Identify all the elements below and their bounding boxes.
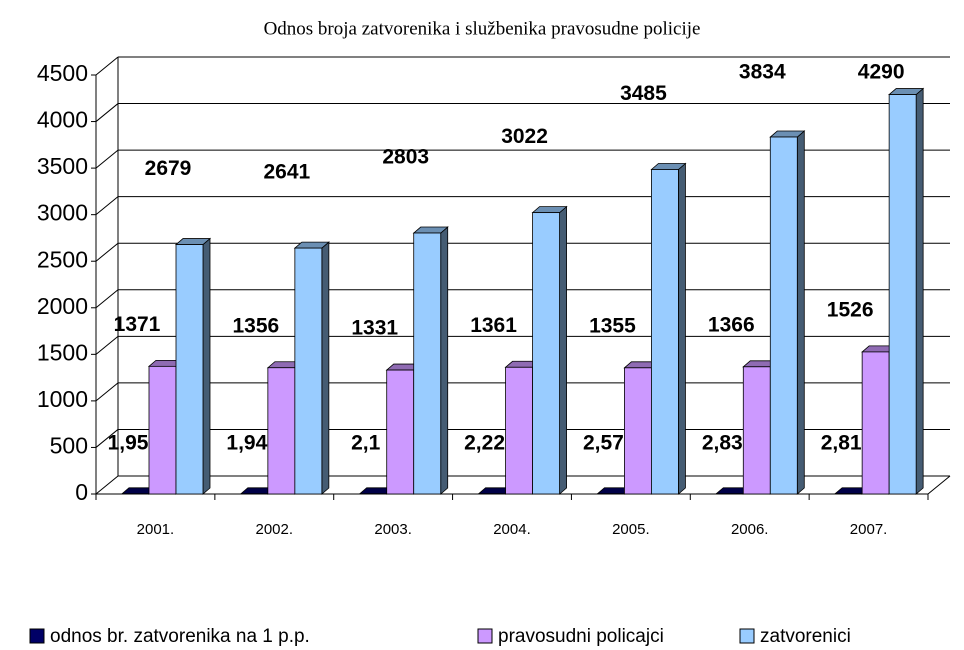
value-label: 2,83 xyxy=(702,432,743,455)
value-label: 3022 xyxy=(501,125,548,148)
grid-diag xyxy=(95,196,119,216)
value-label: 2,1 xyxy=(351,432,381,455)
floor-right xyxy=(927,475,951,495)
value-label: 1,94 xyxy=(226,432,267,455)
bar xyxy=(175,244,204,495)
bar xyxy=(769,136,798,495)
value-label: 3834 xyxy=(739,61,786,84)
bar xyxy=(532,212,560,495)
legend-swatch xyxy=(477,628,493,644)
bar xyxy=(148,365,177,495)
y-tick-label: 1500 xyxy=(37,339,88,365)
bar xyxy=(861,351,890,495)
value-label: 2641 xyxy=(263,161,310,184)
value-label: 2,81 xyxy=(821,432,862,455)
bar xyxy=(742,366,771,495)
bar xyxy=(624,367,652,495)
bar-side xyxy=(559,205,567,495)
y-tick-label: 4500 xyxy=(37,60,88,86)
y-tick-label: 0 xyxy=(75,479,88,505)
legend-swatch xyxy=(29,628,45,644)
bar-side xyxy=(202,237,211,495)
value-label: 1366 xyxy=(708,313,755,336)
legend-label: pravosudni policajci xyxy=(498,626,664,647)
bar xyxy=(294,247,323,495)
x-tick-label: 2002. xyxy=(256,521,294,538)
value-label: 2803 xyxy=(382,146,429,169)
value-label: 1355 xyxy=(589,314,636,337)
legend-swatch xyxy=(739,628,755,644)
y-tick-label: 1000 xyxy=(37,386,88,412)
x-tick-label: 2006. xyxy=(731,521,769,538)
bar xyxy=(505,366,533,495)
bar xyxy=(651,169,679,495)
value-label: 3485 xyxy=(620,82,667,105)
grid-diag xyxy=(95,56,119,76)
x-tick-label: 2005. xyxy=(612,521,650,538)
value-label: 2,57 xyxy=(583,432,624,455)
grid-diag xyxy=(95,335,119,355)
value-label: 1361 xyxy=(470,314,517,337)
chart-title: Odnos broja zatvorenika i službenika pra… xyxy=(264,18,701,39)
grid-diag xyxy=(95,475,119,495)
y-tick-label: 2500 xyxy=(37,246,88,272)
grid-diag xyxy=(95,242,119,262)
legend-label: zatvorenici xyxy=(760,626,851,647)
bar-side xyxy=(915,87,924,495)
bar-side xyxy=(678,162,686,495)
grid-diag xyxy=(95,382,119,402)
value-label: 4290 xyxy=(858,61,905,84)
bar xyxy=(888,94,917,495)
legend-label: odnos br. zatvorenika na 1 p.p. xyxy=(50,626,310,647)
y-tick-label: 2000 xyxy=(37,293,88,319)
grid-diag xyxy=(95,429,119,448)
x-tick-label: 2001. xyxy=(137,521,175,538)
y-tick-label: 4000 xyxy=(37,107,88,133)
value-label: 1526 xyxy=(827,298,874,321)
x-tick-label: 2004. xyxy=(493,521,531,538)
grid-diag xyxy=(95,103,119,122)
y-tick-label: 500 xyxy=(50,433,88,459)
y-tick-label: 3000 xyxy=(37,200,88,226)
value-label: 1371 xyxy=(114,313,161,336)
grid-diag xyxy=(95,289,119,309)
x-tick-label: 2003. xyxy=(374,521,412,538)
bar xyxy=(413,232,442,495)
value-label: 1,95 xyxy=(108,432,149,455)
x-tick-label: 2007. xyxy=(850,521,888,538)
value-label: 1331 xyxy=(351,317,398,340)
y-tick-label: 3500 xyxy=(37,153,88,179)
bar-side xyxy=(796,130,805,495)
value-label: 1356 xyxy=(232,314,279,337)
grid-diag xyxy=(95,149,119,169)
value-label: 2679 xyxy=(145,157,192,180)
bar-side xyxy=(321,241,330,495)
bar xyxy=(386,369,415,495)
bar xyxy=(267,367,296,495)
bar-side xyxy=(440,226,449,495)
value-label: 2,22 xyxy=(464,432,505,455)
